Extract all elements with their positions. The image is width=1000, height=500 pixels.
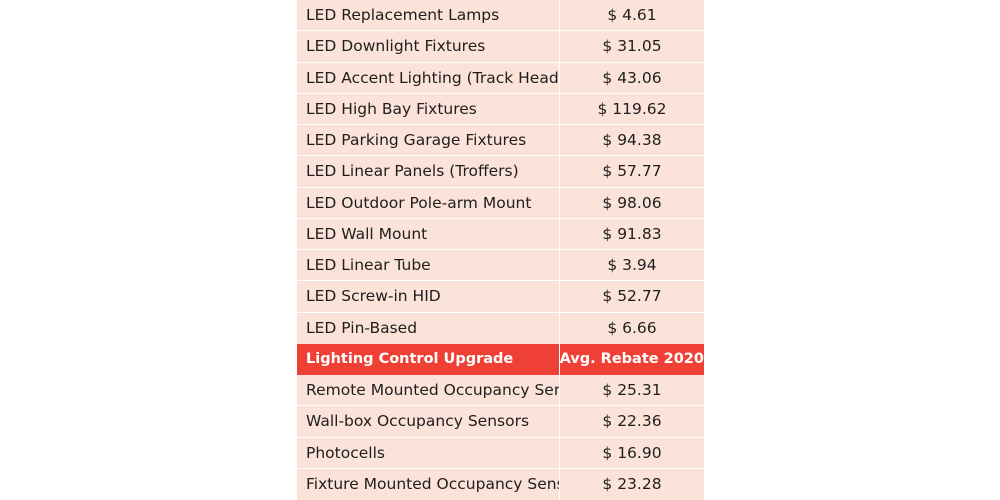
table-row: LED Pin-Based $ 6.66 — [297, 312, 704, 344]
measure-name: LED Parking Garage Fixtures — [297, 125, 560, 156]
rebate-value: $ 43.06 — [602, 68, 662, 87]
table-row: Fixture Mounted Occupancy Sensors $ 23.2… — [297, 468, 704, 500]
rebate-table: LED Replacement Lamps $ 4.61 LED Downlig… — [297, 0, 704, 500]
measure-name: Wall-box Occupancy Sensors — [297, 406, 560, 437]
table-row: LED Parking Garage Fixtures $ 94.38 — [297, 125, 704, 157]
measure-name: Remote Mounted Occupancy Sensors — [297, 375, 560, 406]
measure-name: LED Replacement Lamps — [297, 0, 560, 31]
measure-name: LED Outdoor Pole-arm Mount — [297, 187, 560, 218]
table-row: Wall-box Occupancy Sensors $ 22.36 — [297, 406, 704, 438]
table-row: LED Replacement Lamps $ 4.61 — [297, 0, 704, 32]
table-row: Remote Mounted Occupancy Sensors $ 25.31 — [297, 375, 704, 407]
measure-name: LED Linear Tube — [297, 250, 560, 281]
rebate-value: $ 94.38 — [602, 131, 662, 150]
rebate-value: $ 6.66 — [607, 319, 657, 338]
table-row: LED Accent Lighting (Track Heads) $ 43.0… — [297, 62, 704, 94]
table-row: LED Outdoor Pole-arm Mount $ 98.06 — [297, 187, 704, 219]
measure-name: LED Downlight Fixtures — [297, 31, 560, 62]
measure-name: LED Linear Panels (Troffers) — [297, 156, 560, 187]
rebate-value: $ 31.05 — [602, 37, 662, 56]
section-header: Lighting Control Upgrade Avg. Rebate 202… — [297, 343, 704, 375]
rebate-value: $ 119.62 — [597, 99, 667, 118]
measure-name: Photocells — [297, 437, 560, 468]
rebate-value: $ 57.77 — [602, 162, 662, 181]
table-row: LED Downlight Fixtures $ 31.05 — [297, 31, 704, 63]
section-header-category: Lighting Control Upgrade — [297, 343, 560, 375]
table-row: LED Screw-in HID $ 52.77 — [297, 281, 704, 313]
measure-name: LED Wall Mount — [297, 218, 560, 249]
measure-name: LED Accent Lighting (Track Heads) — [297, 62, 560, 93]
table-row: LED Wall Mount $ 91.83 — [297, 218, 704, 250]
rebate-value: $ 52.77 — [602, 287, 662, 306]
table-row: Photocells $ 16.90 — [297, 437, 704, 469]
rebate-value: $ 91.83 — [602, 224, 662, 243]
rebate-value: $ 3.94 — [607, 256, 657, 275]
table-row: LED High Bay Fixtures $ 119.62 — [297, 93, 704, 125]
measure-name: LED High Bay Fixtures — [297, 93, 560, 124]
section-header-rebate: Avg. Rebate 2020 — [559, 351, 704, 368]
rebate-value: $ 22.36 — [602, 412, 662, 431]
rebate-value: $ 98.06 — [602, 193, 662, 212]
rebate-value: $ 25.31 — [602, 381, 662, 400]
table-row: LED Linear Panels (Troffers) $ 57.77 — [297, 156, 704, 188]
table-row: LED Linear Tube $ 3.94 — [297, 250, 704, 282]
measure-name: LED Screw-in HID — [297, 281, 560, 312]
measure-name: Fixture Mounted Occupancy Sensors — [297, 468, 560, 500]
measure-name: LED Pin-Based — [297, 312, 560, 344]
rebate-value: $ 23.28 — [602, 475, 662, 494]
rebate-value: $ 16.90 — [602, 443, 662, 462]
rebate-value: $ 4.61 — [607, 6, 657, 25]
